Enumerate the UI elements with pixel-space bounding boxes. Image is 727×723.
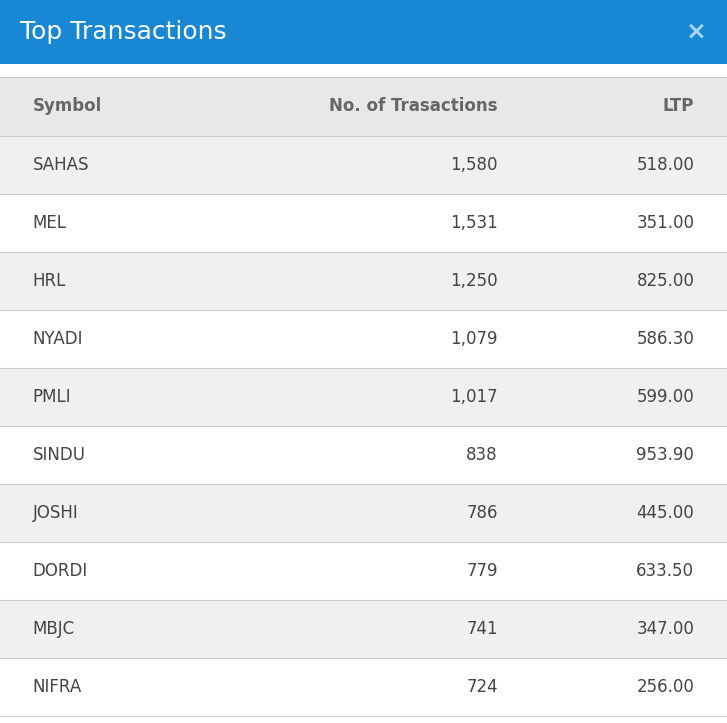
Text: NYADI: NYADI: [33, 330, 83, 348]
Text: MBJC: MBJC: [33, 620, 75, 638]
FancyBboxPatch shape: [0, 368, 727, 426]
Text: 1,079: 1,079: [451, 330, 498, 348]
Text: 786: 786: [467, 504, 498, 522]
FancyBboxPatch shape: [0, 600, 727, 658]
Text: 1,017: 1,017: [450, 388, 498, 406]
FancyBboxPatch shape: [0, 426, 727, 484]
Text: 599.00: 599.00: [637, 388, 694, 406]
FancyBboxPatch shape: [0, 77, 727, 136]
Text: 256.00: 256.00: [636, 677, 694, 696]
Text: 741: 741: [466, 620, 498, 638]
Text: 633.50: 633.50: [636, 562, 694, 580]
Text: 953.90: 953.90: [636, 446, 694, 464]
Text: Symbol: Symbol: [33, 98, 102, 115]
Text: 518.00: 518.00: [636, 156, 694, 174]
Text: 351.00: 351.00: [636, 214, 694, 232]
FancyBboxPatch shape: [0, 194, 727, 252]
Text: 724: 724: [466, 677, 498, 696]
Text: 779: 779: [467, 562, 498, 580]
Text: NIFRA: NIFRA: [33, 677, 82, 696]
Text: 347.00: 347.00: [636, 620, 694, 638]
FancyBboxPatch shape: [0, 658, 727, 716]
FancyBboxPatch shape: [0, 542, 727, 600]
Text: No. of Trasactions: No. of Trasactions: [329, 98, 498, 115]
Text: HRL: HRL: [33, 272, 66, 290]
FancyBboxPatch shape: [0, 310, 727, 368]
Text: JOSHI: JOSHI: [33, 504, 79, 522]
Text: 1,531: 1,531: [450, 214, 498, 232]
Text: 586.30: 586.30: [636, 330, 694, 348]
Text: LTP: LTP: [663, 98, 694, 115]
FancyBboxPatch shape: [0, 136, 727, 194]
Text: SINDU: SINDU: [33, 446, 86, 464]
Text: DORDI: DORDI: [33, 562, 88, 580]
FancyBboxPatch shape: [0, 0, 727, 64]
Text: PMLI: PMLI: [33, 388, 71, 406]
Text: 1,250: 1,250: [450, 272, 498, 290]
Text: 838: 838: [466, 446, 498, 464]
FancyBboxPatch shape: [0, 252, 727, 310]
Text: ×: ×: [686, 20, 707, 44]
Text: 1,580: 1,580: [451, 156, 498, 174]
FancyBboxPatch shape: [0, 484, 727, 542]
Text: 445.00: 445.00: [637, 504, 694, 522]
Text: MEL: MEL: [33, 214, 67, 232]
Text: SAHAS: SAHAS: [33, 156, 89, 174]
Text: 825.00: 825.00: [636, 272, 694, 290]
Text: Top Transactions: Top Transactions: [20, 20, 227, 44]
